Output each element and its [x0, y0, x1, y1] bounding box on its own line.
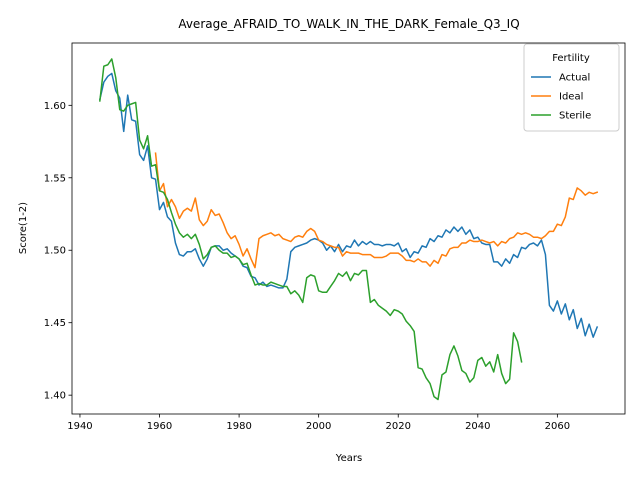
x-tick-label: 1960: [147, 421, 172, 432]
y-tick-label: 1.45: [44, 318, 66, 329]
legend-entries: Actual Ideal Sterile: [531, 73, 591, 122]
legend-title: Fertility: [552, 53, 590, 64]
x-tick-label: 1940: [67, 421, 92, 432]
legend-label-actual: Actual: [559, 73, 590, 84]
series-lines: [98, 58, 599, 401]
x-tick-label: 2000: [306, 421, 331, 432]
legend-label-ideal: Ideal: [559, 92, 583, 103]
x-tick-label: 2020: [386, 421, 411, 432]
y-tick-label: 1.60: [44, 101, 66, 112]
y-tick-label: 1.40: [44, 391, 66, 402]
series-line-sterile: [99, 58, 523, 401]
legend-label-sterile: Sterile: [559, 111, 591, 122]
x-axis: 1940 1960 1980 2000 2020 2040 2060: [67, 414, 570, 432]
x-tick-label: 1980: [226, 421, 251, 432]
y-tick-label: 1.55: [44, 173, 66, 184]
series-line-ideal: [154, 152, 599, 269]
x-tick-label: 2060: [545, 421, 570, 432]
series-line-actual: [98, 72, 599, 338]
plot-frame: [71, 42, 626, 415]
y-axis-label: Score(1-2): [18, 202, 29, 254]
y-axis: 1.40 1.45 1.50 1.55 1.60: [44, 101, 72, 402]
y-tick-label: 1.50: [44, 246, 66, 257]
legend-box: [523, 43, 620, 132]
x-tick-label: 2040: [465, 421, 490, 432]
legend: Fertility Actual Ideal Sterile: [523, 43, 620, 132]
x-axis-label: Years: [335, 453, 362, 464]
chart-title: Average_AFRAID_TO_WALK_IN_THE_DARK_Femal…: [178, 17, 519, 31]
